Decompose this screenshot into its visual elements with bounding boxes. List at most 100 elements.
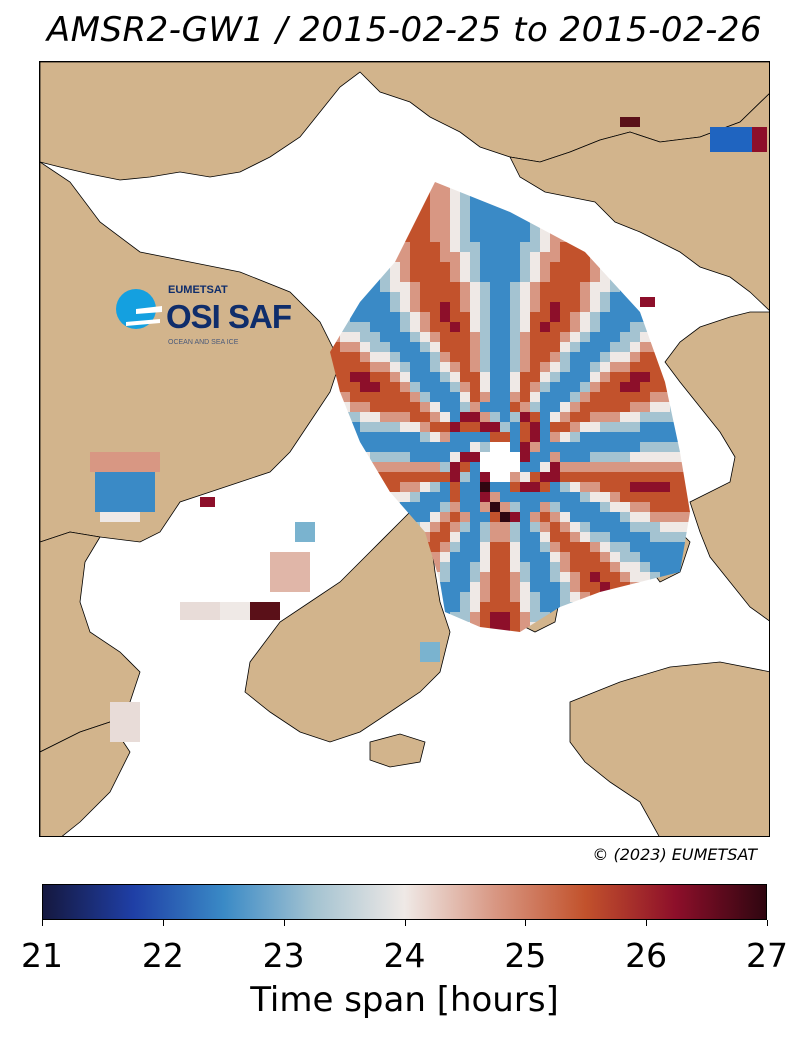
ice-cell bbox=[500, 282, 510, 292]
ice-cell bbox=[660, 532, 670, 542]
ice-cell bbox=[460, 622, 470, 632]
ice-cell bbox=[560, 372, 570, 382]
ice-cell bbox=[540, 232, 550, 242]
ice-cell bbox=[450, 632, 460, 642]
ice-cell bbox=[650, 562, 660, 572]
ice-cell bbox=[550, 312, 560, 322]
ice-cell bbox=[410, 232, 420, 242]
ice-cell bbox=[450, 212, 460, 222]
ice-cell bbox=[680, 512, 690, 522]
ice-cell bbox=[450, 532, 460, 542]
ice-cell bbox=[650, 392, 660, 402]
ice-cell bbox=[450, 352, 460, 362]
ice-cell bbox=[510, 632, 520, 642]
ice-cell bbox=[400, 312, 410, 322]
ice-cell bbox=[570, 262, 580, 272]
ice-cell bbox=[370, 232, 380, 242]
ice-cell bbox=[530, 552, 540, 562]
ice-cell bbox=[410, 252, 420, 262]
ice-cell bbox=[470, 242, 480, 252]
ice-cell bbox=[620, 492, 630, 502]
ice-cell bbox=[620, 602, 630, 612]
ice-cell bbox=[620, 372, 630, 382]
ice-cell bbox=[580, 462, 590, 472]
ice-cell bbox=[380, 392, 390, 402]
ice-cell bbox=[610, 512, 620, 522]
ice-cell bbox=[650, 512, 660, 522]
ice-cell bbox=[560, 402, 570, 412]
ice-cell bbox=[620, 282, 630, 292]
ice-cell bbox=[650, 452, 660, 462]
ice-cell bbox=[480, 582, 490, 592]
ice-cell bbox=[490, 202, 500, 212]
ice-cell bbox=[660, 342, 670, 352]
ice-cell bbox=[610, 302, 620, 312]
ice-cell bbox=[370, 502, 380, 512]
ice-cell bbox=[500, 192, 510, 202]
ice-cell bbox=[610, 362, 620, 372]
ice-cell bbox=[520, 572, 530, 582]
ice-cell bbox=[510, 612, 520, 622]
ice-cell bbox=[510, 502, 520, 512]
ice-cell bbox=[460, 572, 470, 582]
ice-cell bbox=[500, 242, 510, 252]
ice-cell bbox=[460, 542, 470, 552]
ice-cell bbox=[660, 502, 670, 512]
ice-cell bbox=[440, 252, 450, 262]
ice-cell bbox=[330, 472, 340, 482]
ice-cell bbox=[640, 462, 650, 472]
ice-cell bbox=[630, 412, 640, 422]
ice-cell bbox=[410, 282, 420, 292]
ice-cell bbox=[660, 422, 670, 432]
ice-cell bbox=[410, 312, 420, 322]
ice-cell bbox=[640, 392, 650, 402]
ice-cell bbox=[540, 452, 550, 462]
ice-cell bbox=[440, 352, 450, 362]
ice-cell bbox=[520, 592, 530, 602]
ice-cell bbox=[450, 482, 460, 492]
ice-cell bbox=[360, 362, 370, 372]
ice-cell bbox=[510, 392, 520, 402]
ice-cell bbox=[340, 422, 350, 432]
ice-cell bbox=[340, 232, 350, 242]
ice-cell bbox=[390, 192, 400, 202]
ice-cell bbox=[520, 272, 530, 282]
ice-cell bbox=[540, 352, 550, 362]
ice-cell bbox=[480, 372, 490, 382]
ice-cell bbox=[590, 612, 600, 622]
ice-cell bbox=[450, 182, 460, 192]
ice-cell bbox=[420, 272, 430, 282]
ice-cell bbox=[370, 372, 380, 382]
ice-cell bbox=[530, 462, 540, 472]
ice-cell bbox=[520, 472, 530, 482]
ice-cell bbox=[670, 442, 680, 452]
colorbar-tick-label: 24 bbox=[384, 936, 426, 975]
ice-cell bbox=[550, 472, 560, 482]
ice-cell bbox=[590, 532, 600, 542]
ice-cell bbox=[510, 412, 520, 422]
ice-cell bbox=[530, 542, 540, 552]
ice-cell bbox=[650, 612, 660, 622]
ice-cell bbox=[470, 492, 480, 502]
map-panel[interactable]: EUMETSAT OSI SAF OCEAN AND SEA ICE bbox=[39, 61, 770, 837]
ice-cell bbox=[440, 442, 450, 452]
canada-land bbox=[40, 162, 340, 542]
ice-cell bbox=[520, 242, 530, 252]
ice-cell bbox=[490, 242, 500, 252]
ice-cell bbox=[690, 552, 700, 562]
ice-cell bbox=[450, 282, 460, 292]
ice-cell bbox=[460, 192, 470, 202]
ice-cell bbox=[560, 262, 570, 272]
ice-cell bbox=[550, 512, 560, 522]
ice-cell bbox=[500, 492, 510, 502]
ice-cell bbox=[440, 242, 450, 252]
ice-cell bbox=[680, 612, 690, 622]
ice-cell bbox=[440, 382, 450, 392]
ice-cell bbox=[470, 342, 480, 352]
ice-cell bbox=[340, 302, 350, 312]
ice-cell bbox=[580, 282, 590, 292]
ice-cell bbox=[650, 262, 660, 272]
ice-cell bbox=[390, 472, 400, 482]
ice-cell bbox=[380, 282, 390, 292]
ice-cell bbox=[380, 502, 390, 512]
